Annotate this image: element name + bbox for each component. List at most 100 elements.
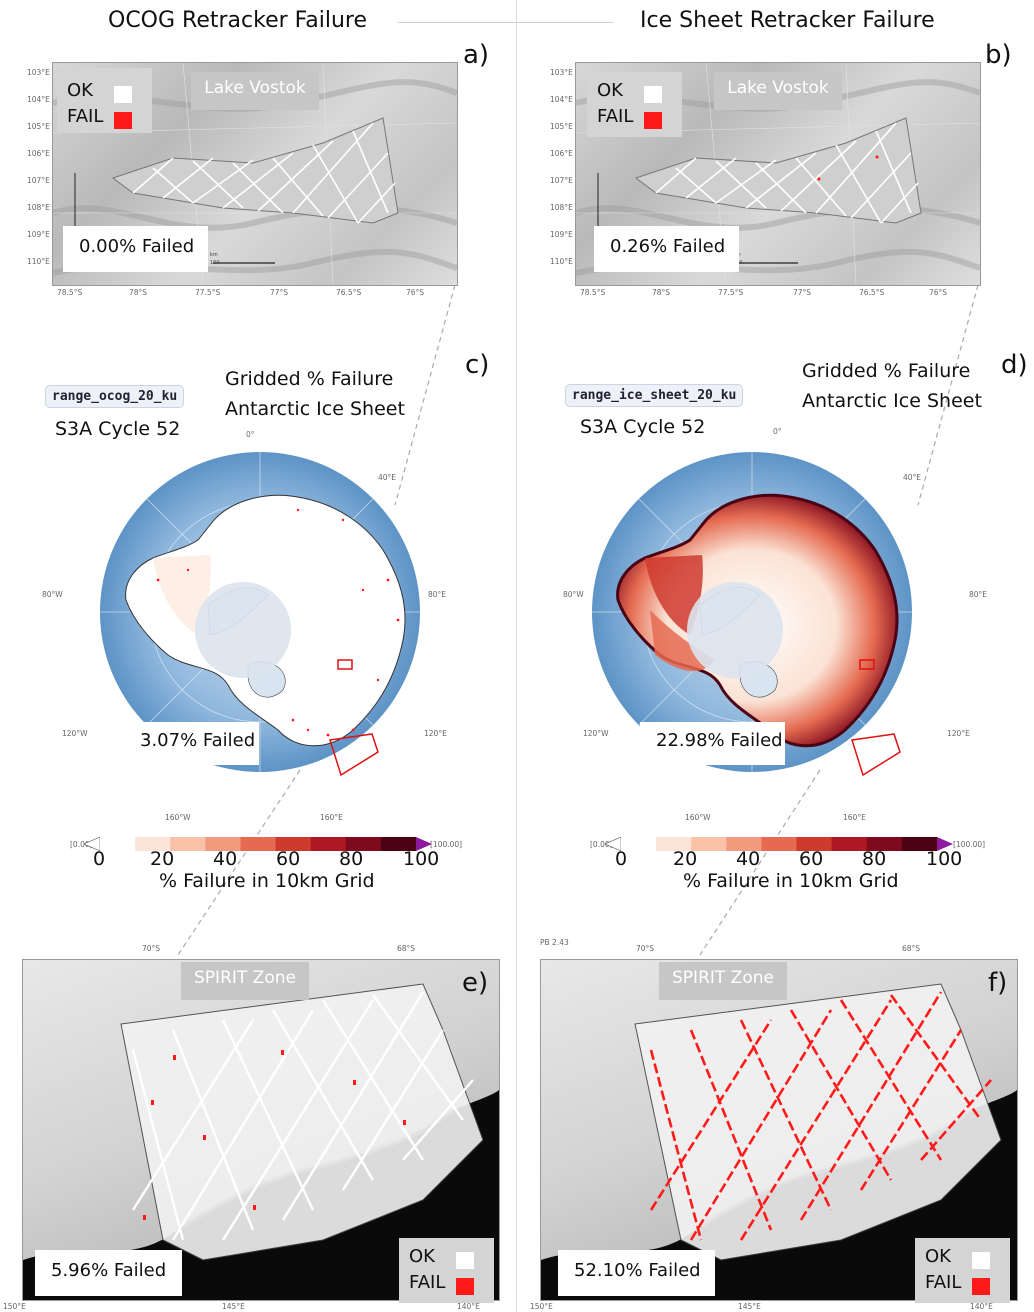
polar-label-80w: 80°W [563,590,584,599]
spirit-relief-e [23,983,499,1300]
cycle-label-d: S3A Cycle 52 [580,416,706,438]
region-label-f: SPIRIT Zone [659,962,787,1000]
legend-fail-swatch [114,112,132,129]
variable-name-c: range_ocog_20_ku [45,385,185,408]
colorbar-tick: 80 [862,848,887,870]
colorbar-tick: 60 [799,848,824,870]
lon-tick: 150°E [530,1302,553,1311]
panel-b: 103°E 104°E 105°E 106°E 107°E 108°E 109°… [523,40,1034,302]
x-tick: 77°S [793,288,812,297]
colorbar-cell [691,837,727,851]
region-label-b: Lake Vostok [714,72,842,110]
failed-percent-b: 0.26% Failed [594,226,739,272]
spirit-relief-f [541,983,1017,1300]
legend-ok-label: OK [925,1246,951,1267]
variable-name-d: range_ice_sheet_20_ku [565,384,744,407]
colorbar-tick: 40 [736,848,761,870]
colorbar-cell [240,837,277,851]
polar-label-120w: 120°W [583,729,609,738]
legend-e: OK FAIL [399,1238,494,1303]
antarctic-map-d [592,452,912,777]
y-tick: 106°E [550,149,573,158]
colorbar-cell [100,837,136,851]
colorbar-tick: 60 [276,848,301,870]
x-tick: 77°S [270,288,289,297]
panel-letter-f: f) [988,968,1008,998]
polar-label-160e: 160°E [320,813,343,822]
legend-ok-swatch [644,86,662,103]
lat-tick: 70°S [636,944,655,953]
x-tick: 76°S [406,288,425,297]
y-tick: 108°E [27,203,50,212]
colorbar-cell [761,837,798,851]
colorbar-tick: 80 [339,848,364,870]
x-tick: 78.5°S [57,288,83,297]
legend-ok-label: OK [597,80,623,101]
lat-tick: 70°S [142,944,161,953]
y-tick: 104°E [27,95,50,104]
colorbar-caption: % Failure in 10km Grid [683,870,899,892]
polar-label-80w: 80°W [42,590,63,599]
colorbar-cell [205,837,241,851]
colorbar-cell [831,837,868,851]
polar-label-top: 0° [773,427,782,436]
colorbar-cell [135,837,171,851]
panel-c: c) range_ocog_20_ku S3A Cycle 52 Gridded… [0,340,516,900]
polar-label-top: 0° [246,430,255,439]
colorbar-tick: 100 [926,848,963,870]
panel-letter-b: b) [985,40,1012,70]
panel-letter-d: d) [1001,350,1028,380]
panel-d: d) range_ice_sheet_20_ku S3A Cycle 52 Gr… [523,340,1034,900]
colorbar-tick: 40 [213,848,238,870]
cycle-label-c: S3A Cycle 52 [55,418,181,440]
failed-percent-d: 22.98% Failed [640,722,785,765]
failed-percent-e: 5.96% Failed [35,1250,182,1296]
colorbar-cell [796,837,833,851]
column-title-ocog: OCOG Retracker Failure [108,8,368,33]
legend-fail-swatch [456,1278,474,1295]
failed-percent-c: 3.07% Failed [124,722,259,765]
map-title-line1-c: Gridded % Failure [225,368,394,390]
colorbar-cell [345,837,382,851]
legend-ok-swatch [456,1252,474,1269]
legend-ok-label: OK [67,80,93,101]
panel-f: PB 2.43 70°S 68°S SPIRIT Zone f) 52.10% … [518,930,1034,1312]
y-tick: 107°E [550,176,573,185]
lon-tick: 140°E [457,1302,480,1311]
column-divider [516,0,517,1312]
lon-tick: 150°E [3,1302,26,1311]
legend-ok-swatch [114,86,132,103]
lon-tick: 140°E [970,1302,993,1311]
colorbar-tick: 20 [150,848,175,870]
map-title-line1-d: Gridded % Failure [802,360,971,382]
y-tick: 110°E [550,257,573,266]
colorbar-c [84,837,432,851]
legend-fail-swatch [644,112,662,129]
legend-f: OK FAIL [915,1238,1010,1303]
colorbar-cell [656,837,692,851]
panel-letter-e: e) [462,968,489,998]
region-label-e: SPIRIT Zone [181,962,309,1000]
colorbar-cell [170,837,206,851]
legend-b: OK FAIL [587,72,682,137]
polar-label-160w: 160°W [685,813,711,822]
x-tick: 76.5°S [859,288,885,297]
y-tick: 105°E [550,122,573,131]
legend-ok-swatch [972,1252,990,1269]
colorbar-max-label: [100.00] [953,840,986,849]
y-tick: 105°E [27,122,50,131]
scale-value: 100 [210,260,220,266]
colorbar-tick: 100 [403,848,440,870]
map-title-line2-c: Antarctic Ice Sheet [225,398,405,420]
y-tick: 110°E [27,257,50,266]
polar-label-120e: 120°E [947,729,970,738]
failed-percent-a: 0.00% Failed [63,226,208,272]
column-title-ice-sheet: Ice Sheet Retracker Failure [640,8,935,33]
legend-a: OK FAIL [57,68,152,133]
y-tick: 103°E [27,68,50,77]
y-tick: 103°E [550,68,573,77]
colorbar-tick: 0 [93,848,106,870]
polar-label-40e: 40°E [378,473,397,482]
colorbar-cell [726,837,762,851]
